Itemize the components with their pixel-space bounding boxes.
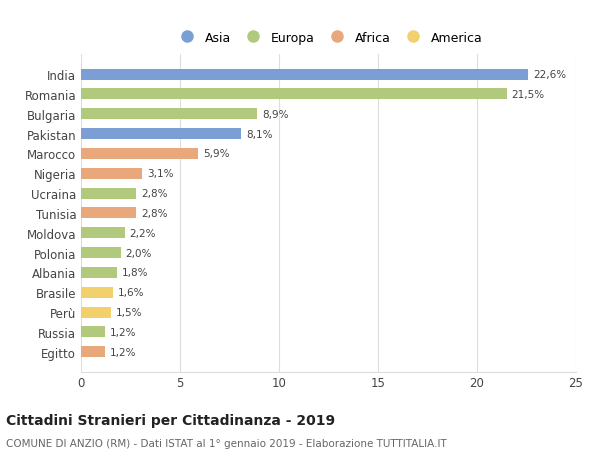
Bar <box>81 287 113 298</box>
Text: 1,5%: 1,5% <box>116 308 142 317</box>
Text: 5,9%: 5,9% <box>203 149 229 159</box>
Text: 1,6%: 1,6% <box>118 288 144 297</box>
Bar <box>81 89 506 100</box>
Text: 1,2%: 1,2% <box>110 347 136 357</box>
Bar <box>81 208 136 219</box>
Bar <box>81 188 136 199</box>
Bar <box>81 327 105 338</box>
Text: 8,1%: 8,1% <box>247 129 273 139</box>
Text: 22,6%: 22,6% <box>533 70 566 80</box>
Bar <box>81 109 257 120</box>
Legend: Asia, Europa, Africa, America: Asia, Europa, Africa, America <box>170 27 487 50</box>
Bar <box>81 129 241 140</box>
Text: 21,5%: 21,5% <box>512 90 545 100</box>
Text: 1,8%: 1,8% <box>122 268 148 278</box>
Bar <box>81 247 121 258</box>
Bar <box>81 267 116 278</box>
Text: Cittadini Stranieri per Cittadinanza - 2019: Cittadini Stranieri per Cittadinanza - 2… <box>6 414 335 428</box>
Text: 2,0%: 2,0% <box>125 248 152 258</box>
Bar <box>81 347 105 358</box>
Text: 2,2%: 2,2% <box>130 228 156 238</box>
Bar <box>81 149 198 160</box>
Bar <box>81 69 529 80</box>
Text: 2,8%: 2,8% <box>142 189 168 199</box>
Bar <box>81 307 111 318</box>
Text: 3,1%: 3,1% <box>148 169 174 179</box>
Text: 2,8%: 2,8% <box>142 208 168 218</box>
Text: COMUNE DI ANZIO (RM) - Dati ISTAT al 1° gennaio 2019 - Elaborazione TUTTITALIA.I: COMUNE DI ANZIO (RM) - Dati ISTAT al 1° … <box>6 438 447 448</box>
Bar <box>81 168 142 179</box>
Bar <box>81 228 125 239</box>
Text: 8,9%: 8,9% <box>262 110 289 119</box>
Text: 1,2%: 1,2% <box>110 327 136 337</box>
